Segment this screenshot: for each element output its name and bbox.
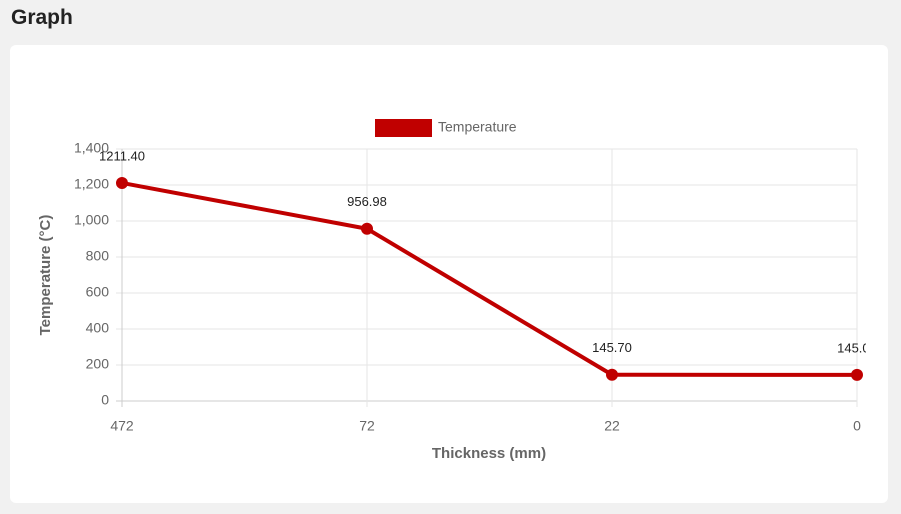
point <box>116 176 128 189</box>
value-label: 1211.40 <box>99 148 145 163</box>
y-tick-label: 1,400 <box>74 140 109 156</box>
legend-swatch <box>375 119 432 137</box>
y-tick-label: 200 <box>86 356 110 372</box>
value-label: 145.70 <box>592 340 632 355</box>
value-label: 956.98 <box>347 194 387 209</box>
chart-body: 0 200 400 600 800 1,000 1,200 1,400 472 72 22 0 Thic… <box>37 119 877 462</box>
x-axis-title: Thickness (mm) <box>432 445 546 462</box>
y-tick-label: 1,000 <box>74 212 109 228</box>
x-tick-label: 472 <box>110 418 134 434</box>
legend-label: Temperature <box>438 119 517 135</box>
page-heading: Graph <box>11 6 73 29</box>
y-tick-label: 800 <box>86 248 110 264</box>
value-label: 145.00 <box>837 340 877 355</box>
y-tick-label: 600 <box>86 284 110 300</box>
line <box>121 180 858 377</box>
x-tick-label: 72 <box>359 418 375 434</box>
x-tick-label: 0 <box>853 418 861 434</box>
point <box>851 368 863 381</box>
y-tick-label: 400 <box>86 320 110 336</box>
y-tick-label: 1,200 <box>74 176 109 192</box>
point <box>361 222 373 235</box>
y-tick-label: 0 <box>101 392 109 408</box>
point <box>606 368 618 381</box>
x-tick-label: 22 <box>604 418 620 434</box>
card <box>10 45 888 503</box>
y-axis-title: Temperature (°C) <box>37 215 54 336</box>
